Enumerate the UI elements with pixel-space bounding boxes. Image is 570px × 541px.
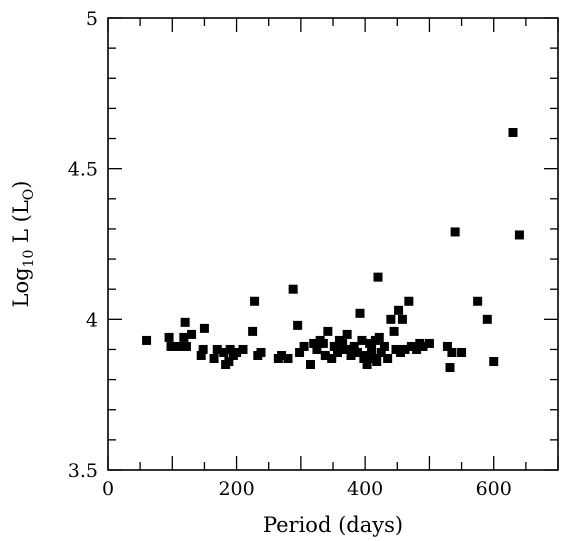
data-point [514,230,524,240]
data-point [166,341,176,351]
data-point [367,344,377,354]
data-point [323,326,333,336]
data-point [293,320,303,330]
data-point [198,344,208,354]
data-point [394,305,404,315]
data-point [489,357,499,367]
data-point [373,272,383,282]
axis-ticks [107,17,559,471]
data-point [365,338,375,348]
x-tick-label: 600 [476,478,512,500]
x-axis-label: Period (days) [263,513,403,537]
plot-frame [107,17,559,471]
data-point [174,341,184,351]
data-point [199,323,209,333]
y-tick-label: 4 [86,309,98,331]
data-point [383,354,393,364]
data-point [357,335,367,345]
data-point [445,363,455,373]
y-axis-label-subscript: 10 [21,250,37,268]
data-point [212,344,222,354]
data-point [379,341,389,351]
data-point [341,344,351,354]
data-points [142,128,524,373]
data-point [442,341,452,351]
data-point [196,350,206,360]
x-tick-label: 400 [347,478,383,500]
data-point [209,354,219,364]
data-point [349,341,359,351]
y-axis-label-close: ) [9,181,33,189]
y-tick-label: 4.5 [68,159,98,181]
data-point [306,360,315,370]
data-point [508,128,518,138]
data-point [299,341,309,351]
data-point [318,338,328,348]
data-point [372,357,382,367]
axis-tick-labels: 0 200 400 600 3.5 4 4.5 5 [68,8,512,500]
data-point [277,350,287,360]
y-tick-label: 5 [86,8,98,30]
data-point [181,341,191,351]
data-point [412,344,422,354]
data-point [295,347,305,357]
data-point [327,354,337,364]
data-point [232,347,242,357]
data-point [256,347,266,357]
data-point [283,354,293,364]
data-point [180,317,190,327]
data-point [338,338,348,348]
data-point [225,344,235,354]
x-tick-label: 0 [102,478,114,500]
data-point [312,344,322,354]
data-point [179,332,189,342]
data-point [374,332,384,342]
y-axis-label-mid: L (L [9,200,33,249]
x-tick-label: 200 [218,478,254,500]
data-point [450,227,460,237]
data-point [329,341,339,351]
data-point [342,329,352,339]
data-point [447,347,457,357]
data-point [288,284,298,294]
data-point [418,341,428,351]
data-point [473,296,483,306]
y-axis-label-main: Log [9,267,33,307]
data-point [142,335,152,345]
data-point [248,326,258,336]
y-axis-label-unit-subscript: O [21,189,37,200]
data-point [346,350,356,360]
data-point [482,314,492,324]
data-point [360,350,370,360]
data-point [457,347,467,357]
data-point [224,357,234,367]
data-point [389,326,399,336]
data-point [352,347,362,357]
data-point [376,347,386,357]
data-point [400,344,410,354]
data-point [424,338,434,348]
data-point [333,347,342,357]
data-point [219,347,229,357]
data-point [187,329,197,339]
data-point [355,308,365,318]
data-point [164,332,174,342]
data-point [362,360,372,370]
data-point [406,341,416,351]
y-axis-label: Log10 L (LO) [9,181,37,308]
y-tick-label: 3.5 [68,460,98,482]
data-point [397,314,407,324]
data-point [404,296,414,306]
data-point [250,296,260,306]
data-point [320,350,330,360]
data-point [309,338,319,348]
data-point [238,344,248,354]
data-point [386,314,396,324]
